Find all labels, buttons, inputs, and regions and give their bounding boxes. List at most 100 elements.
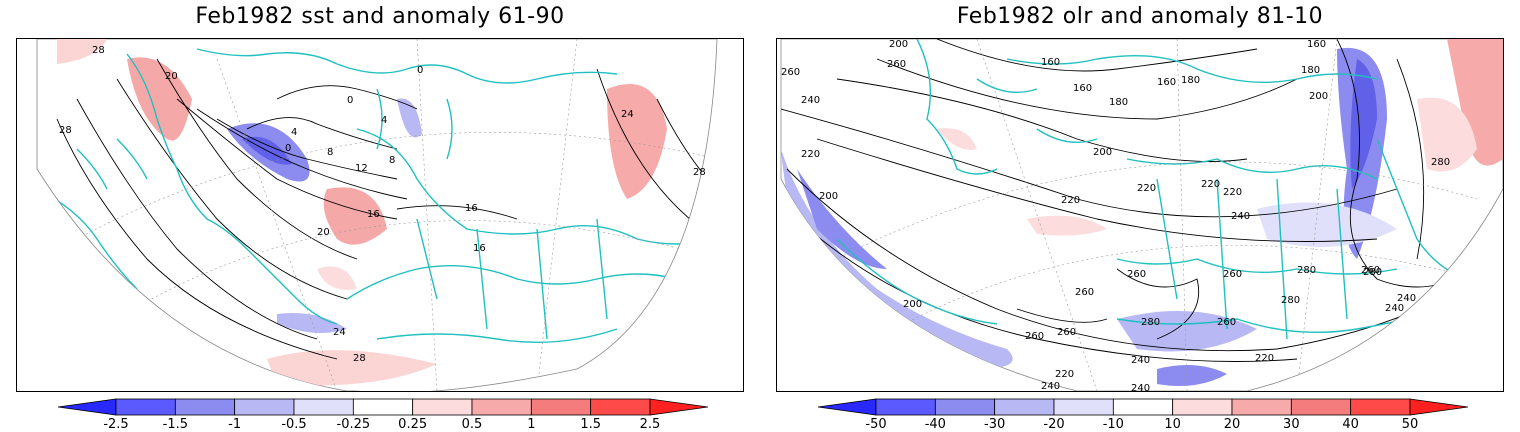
sst-colorbar-arrow-low — [58, 398, 117, 416]
svg-text:240: 240 — [1231, 211, 1250, 222]
svg-text:260: 260 — [887, 59, 906, 70]
sst-colorbar-tick-label: 1.5 — [580, 417, 601, 432]
olr-colorbar-segment — [1290, 398, 1352, 416]
svg-text:200: 200 — [889, 39, 908, 50]
svg-text:200: 200 — [903, 299, 922, 310]
svg-text:260: 260 — [1127, 269, 1146, 280]
svg-text:8: 8 — [327, 147, 333, 158]
right-map-canvas: 200 260 160 160 160 180 160 180 180 200 … — [780, 39, 1503, 391]
olr-colorbar-arrow-high — [1409, 398, 1468, 416]
svg-text:16: 16 — [473, 243, 486, 254]
svg-text:220: 220 — [1137, 183, 1156, 194]
olr-anomaly-pos-1 — [1447, 39, 1503, 166]
olr-colorbar-tick-label: -20 — [1043, 417, 1065, 432]
sst-colorbar-arrow-high — [649, 398, 708, 416]
sst-colorbar-segment — [234, 398, 295, 416]
svg-text:8: 8 — [389, 155, 395, 166]
svg-text:12: 12 — [355, 163, 368, 174]
svg-text:28: 28 — [59, 125, 72, 136]
sst-anomaly-pos-4 — [607, 84, 667, 199]
svg-text:180: 180 — [1109, 97, 1128, 108]
sst-coastlines — [37, 48, 717, 344]
olr-colorbar-segment — [875, 398, 936, 416]
right-map-panel: 200 260 160 160 160 180 160 180 180 200 … — [776, 38, 1504, 392]
sst-colorbar-tick-label: 2.5 — [639, 417, 661, 432]
svg-text:240: 240 — [1131, 383, 1150, 391]
olr-colorbar-tick-label: -40 — [924, 417, 946, 432]
sst-anomaly-pos-2 — [57, 39, 107, 64]
olr-colorbar-tick-label: -50 — [865, 417, 887, 432]
sst-colorbar-segment — [174, 398, 236, 416]
svg-text:280: 280 — [1297, 265, 1316, 276]
svg-text:220: 220 — [1223, 187, 1242, 198]
svg-text:200: 200 — [1093, 147, 1112, 158]
svg-text:160: 160 — [1041, 57, 1060, 68]
svg-text:280: 280 — [1281, 295, 1300, 306]
olr-colorbar-segment — [1112, 398, 1174, 416]
svg-text:200: 200 — [819, 191, 838, 202]
svg-text:240: 240 — [1041, 381, 1060, 391]
svg-text:16: 16 — [465, 203, 478, 214]
olr-anomaly-neg-2 — [797, 169, 887, 269]
svg-text:260: 260 — [781, 67, 800, 78]
svg-text:200: 200 — [1309, 91, 1328, 102]
sst-anomaly-pos-6 — [317, 266, 357, 290]
svg-text:180: 180 — [1301, 65, 1320, 76]
sst-contours — [56, 58, 717, 360]
svg-text:4: 4 — [291, 127, 297, 138]
sst-colorbar-segment — [352, 398, 414, 416]
svg-text:220: 220 — [1201, 179, 1220, 190]
sst-colorbar-segment — [590, 398, 651, 416]
sst-colorbar-segment — [412, 398, 473, 416]
sst-colorbar-tick-label: -0.5 — [281, 417, 307, 432]
sst-colorbar-tick-label: 0.25 — [398, 417, 428, 432]
olr-colorbar-tick-label: -30 — [984, 417, 1006, 432]
olr-colorbar-tick-label: 20 — [1223, 417, 1241, 432]
svg-text:260: 260 — [1025, 331, 1044, 342]
olr-contour-labels: 200 260 160 160 160 180 160 180 180 200 … — [781, 39, 1450, 391]
svg-text:280: 280 — [1141, 317, 1160, 328]
sst-colorbar-segment — [471, 398, 532, 416]
svg-text:28: 28 — [92, 45, 105, 56]
olr-graticule — [816, 39, 1478, 391]
sst-anomaly-pos-3 — [323, 187, 387, 245]
svg-text:220: 220 — [1255, 353, 1274, 364]
svg-text:280: 280 — [1363, 267, 1382, 278]
olr-colorbar-segment — [1350, 398, 1411, 416]
svg-text:24: 24 — [621, 109, 634, 120]
svg-text:220: 220 — [1055, 369, 1074, 380]
sst-colorbar-tick-label: -2.5 — [103, 417, 129, 432]
left-map-canvas: 28 20 28 0 4 8 12 16 20 24 28 0 4 8 0 16… — [36, 39, 718, 391]
sst-colorbar-tick-label: -1 — [228, 417, 242, 432]
svg-text:4: 4 — [381, 115, 387, 126]
olr-colorbar-tick-label: 50 — [1401, 417, 1419, 432]
olr-anomaly-pos-4 — [937, 128, 977, 150]
svg-text:28: 28 — [693, 167, 706, 178]
olr-anomaly-pos-2 — [1417, 97, 1477, 172]
sst-anomaly-neg-4 — [397, 98, 422, 138]
svg-text:240: 240 — [1131, 355, 1150, 366]
olr-colorbar-tick-label: 30 — [1283, 417, 1300, 432]
svg-text:24: 24 — [333, 327, 346, 338]
svg-text:260: 260 — [1223, 269, 1242, 280]
svg-text:160: 160 — [1157, 77, 1176, 88]
svg-text:160: 160 — [1307, 39, 1326, 50]
svg-text:0: 0 — [417, 65, 423, 76]
svg-text:260: 260 — [1217, 317, 1236, 328]
sst-colorbar-segment — [530, 398, 592, 416]
olr-colorbar-segment — [1231, 398, 1292, 416]
sst-colorbar-tick-label: -1.5 — [162, 417, 189, 432]
sst-graticule — [76, 39, 717, 391]
olr-anomaly-neg-6 — [1157, 365, 1227, 387]
svg-text:28: 28 — [353, 353, 366, 364]
olr-colorbar-tick-label: -10 — [1102, 417, 1124, 432]
right-map-title: Feb1982 olr and anomaly 81-10 — [956, 4, 1324, 29]
left-map-panel: 28 20 28 0 4 8 12 16 20 24 28 0 4 8 0 16… — [16, 38, 744, 392]
olr-colorbar-tick-label: 40 — [1342, 417, 1359, 432]
sst-colorbar-tick-label: 1 — [527, 417, 536, 432]
svg-text:280: 280 — [1431, 157, 1450, 168]
sst-contour-labels: 28 20 28 0 4 8 12 16 20 24 28 0 4 8 0 16… — [59, 45, 706, 364]
svg-text:20: 20 — [165, 71, 178, 82]
svg-text:260: 260 — [1361, 265, 1380, 276]
svg-text:0: 0 — [347, 95, 353, 106]
